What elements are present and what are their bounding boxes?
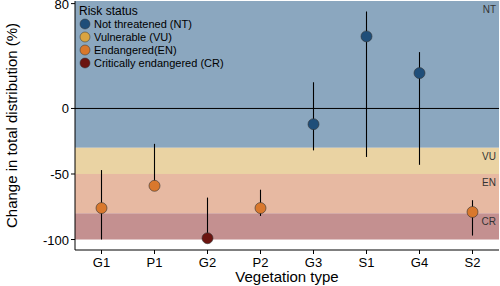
risk-band (75, 1, 499, 148)
band-label: VU (482, 151, 496, 162)
x-tick (101, 250, 102, 254)
legend-swatch (80, 45, 90, 55)
risk-band (75, 213, 499, 239)
error-bar (472, 200, 473, 235)
error-bar (313, 82, 314, 150)
x-tick-label: P1 (147, 255, 163, 270)
legend-swatch (80, 58, 90, 68)
x-tick (366, 250, 367, 254)
point (149, 180, 160, 191)
legend-label: Not threatened (NT) (94, 18, 192, 30)
legend-swatch (80, 19, 90, 29)
x-tick-label: G4 (411, 255, 428, 270)
y-tick (71, 108, 75, 109)
risk-band (75, 148, 499, 174)
x-tick-label: G1 (93, 255, 110, 270)
legend-label: Vulnerable (VU) (94, 31, 172, 43)
risk-band (75, 174, 499, 213)
reference-line (75, 108, 499, 109)
x-tick-label: S1 (359, 255, 375, 270)
y-tick (71, 173, 75, 174)
point (96, 203, 107, 214)
x-tick (419, 250, 420, 254)
point (361, 31, 372, 42)
y-tick (71, 3, 75, 4)
y-axis-title: Change in total distribution (%) (3, 23, 20, 228)
point (202, 233, 213, 244)
chart: NTVUENCR-100-50080G1P1G2P2G3S1G4S2Vegeta… (0, 0, 500, 286)
x-tick (260, 250, 261, 254)
x-tick-label: S2 (465, 255, 481, 270)
bands (75, 1, 499, 240)
x-tick (472, 250, 473, 254)
y-tick (71, 239, 75, 240)
band-label: EN (482, 177, 496, 188)
x-tick (313, 250, 314, 254)
legend-label: Critically endangered (CR) (94, 57, 224, 69)
band-label: NT (483, 4, 496, 15)
point (414, 68, 425, 79)
point (467, 206, 478, 217)
y-tick-label: -50 (50, 167, 69, 182)
x-axis-line (75, 250, 499, 251)
legend-swatch (80, 32, 90, 42)
x-axis-title: Vegetation type (235, 268, 338, 285)
x-tick-label: G2 (199, 255, 216, 270)
legend-label: Endangered(EN) (94, 44, 177, 56)
x-tick (207, 250, 208, 254)
y-tick-label: 0 (62, 101, 69, 116)
y-tick-label: 80 (55, 0, 69, 12)
x-tick (154, 250, 155, 254)
y-axis-line (75, 1, 76, 250)
legend: Risk statusNot threatened (NT)Vulnerable… (79, 4, 224, 69)
y-tick-label: -100 (43, 233, 69, 248)
point (255, 203, 266, 214)
point (308, 119, 319, 130)
plot-background (75, 1, 499, 250)
legend-title: Risk status (79, 4, 138, 18)
band-label: CR (482, 216, 496, 227)
